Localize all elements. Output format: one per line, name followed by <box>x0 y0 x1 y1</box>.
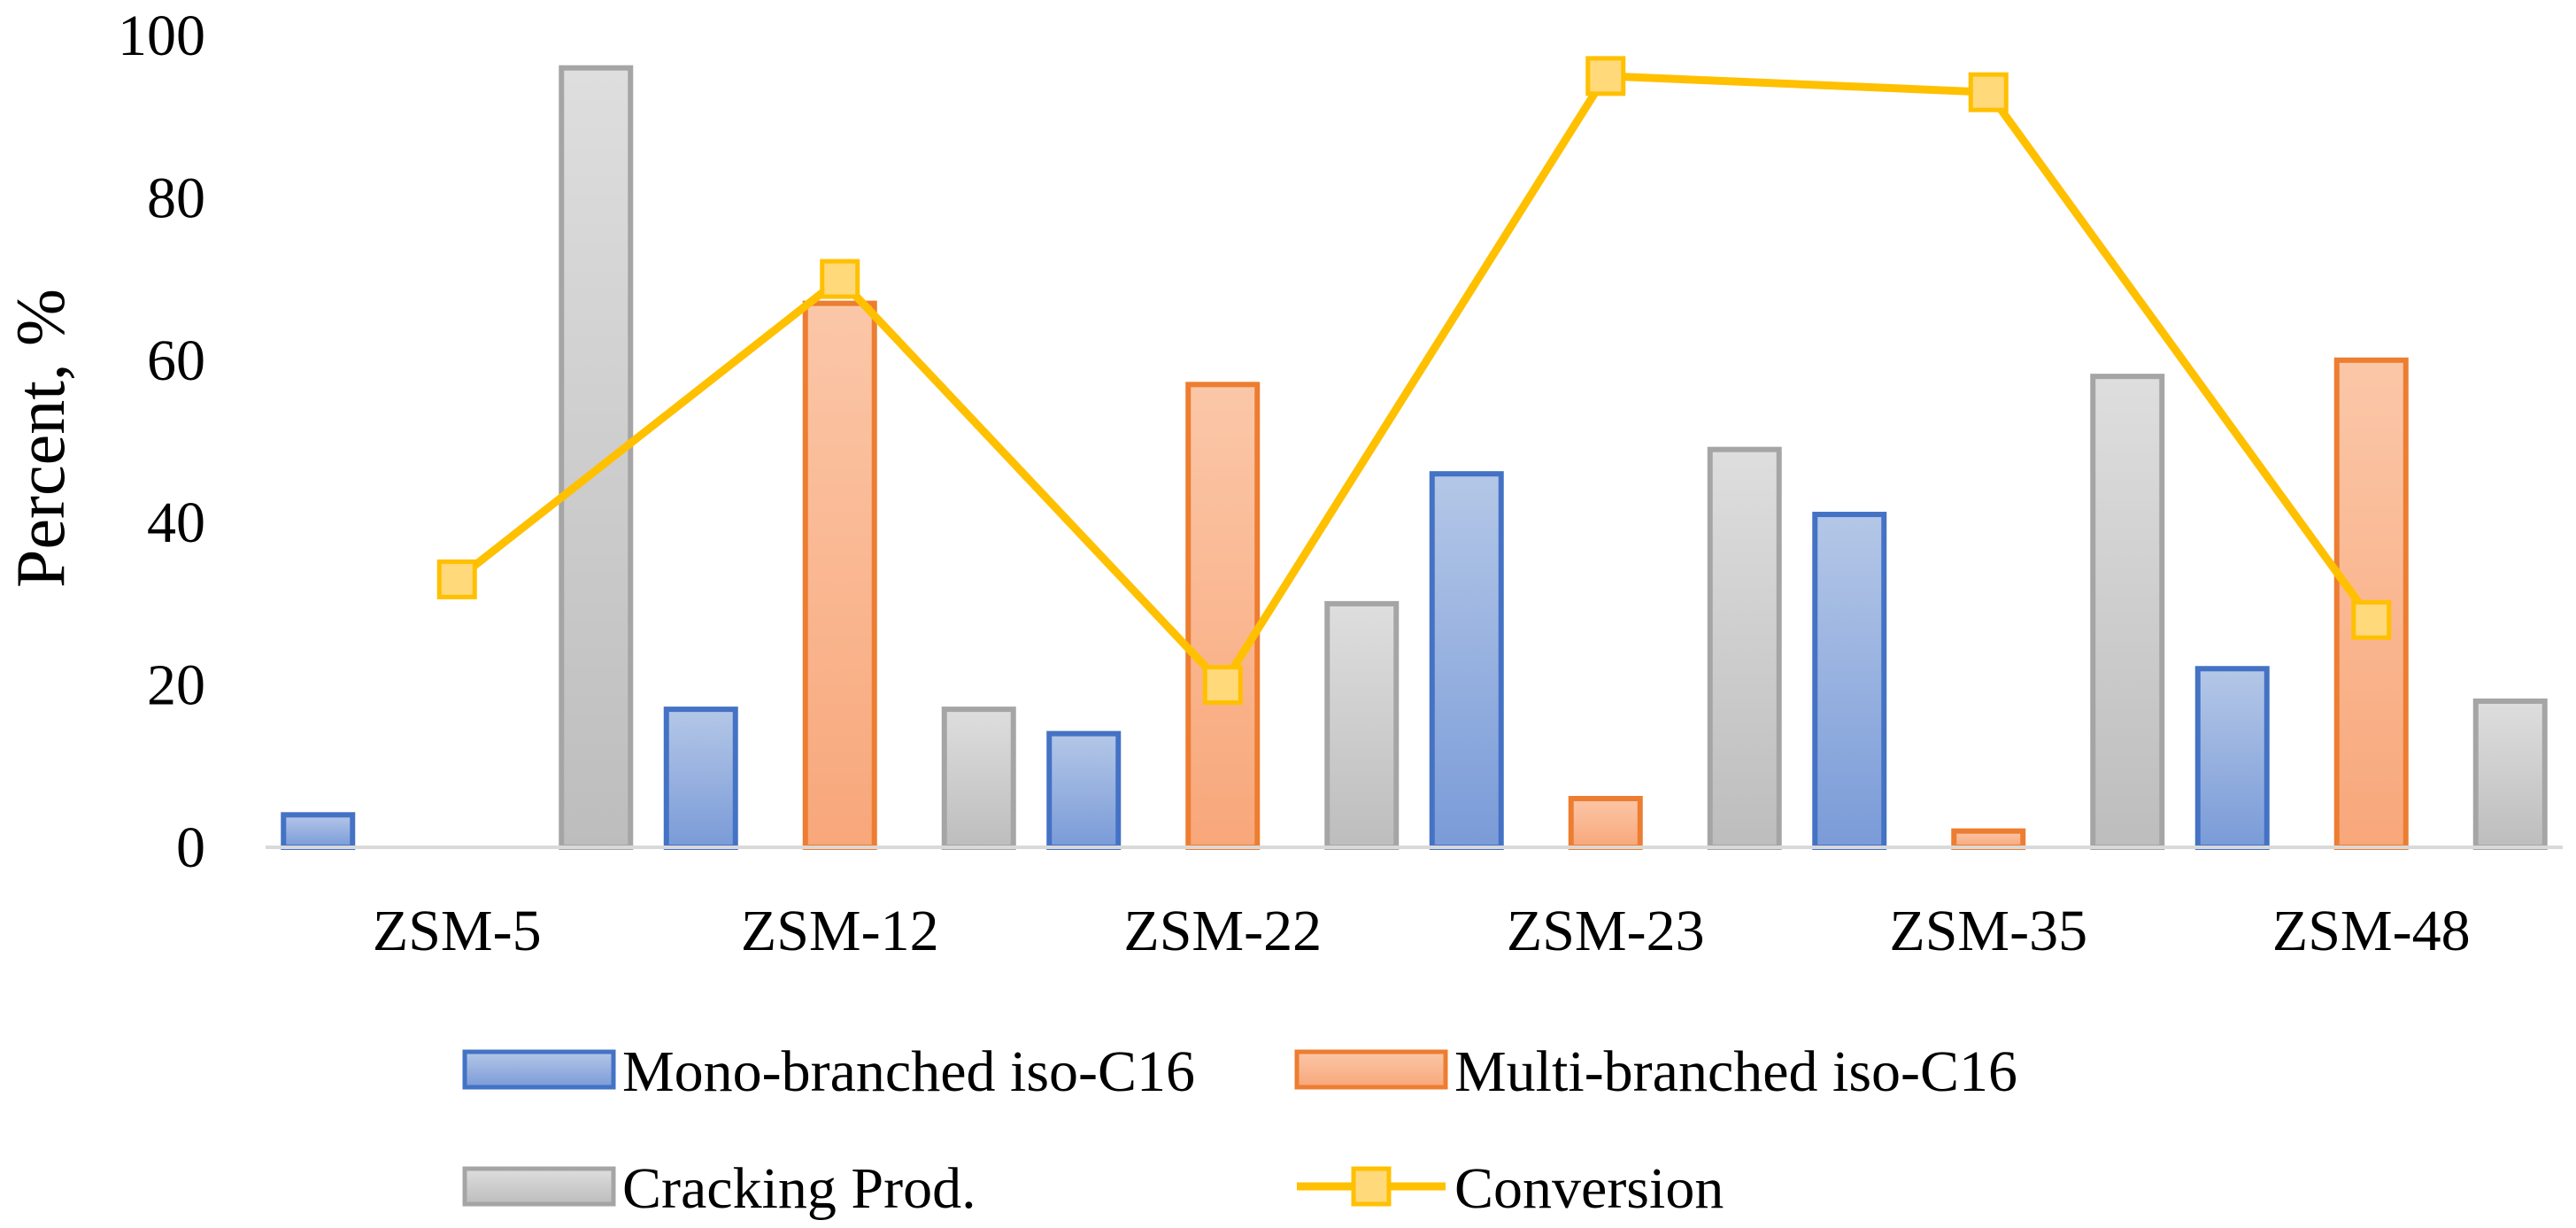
y-tick-label: 60 <box>147 328 205 393</box>
category-label: ZSM-35 <box>1889 899 2087 963</box>
legend: Mono-branched iso-C16 Multi-branched iso-… <box>462 1039 2017 1221</box>
conversion-marker <box>1585 56 1626 97</box>
bar-cracking-zsm-12 <box>941 707 1016 850</box>
conversion-marker <box>436 559 477 599</box>
bar-mono-zsm-22 <box>1046 730 1122 850</box>
bar-mono-zsm-12 <box>663 707 738 850</box>
legend-label-multi: Multi-branched iso-C16 <box>1454 1039 2017 1104</box>
category-label: ZSM-48 <box>2272 899 2471 963</box>
category-label: ZSM-23 <box>1507 899 1705 963</box>
legend-label-mono: Mono-branched iso-C16 <box>622 1039 1195 1104</box>
y-axis-ticks: 0 20 40 60 80 100 <box>118 4 205 880</box>
conversion-marker <box>2351 599 2392 640</box>
conversion-marker <box>1202 665 1243 706</box>
legend-swatch-cracking <box>462 1166 616 1207</box>
y-tick-label: 20 <box>147 653 205 718</box>
conversion-marker <box>820 259 860 299</box>
category-label: ZSM-12 <box>741 899 939 963</box>
legend-swatch-multi <box>1294 1049 1448 1090</box>
bar-mono-zsm-48 <box>2194 666 2270 851</box>
y-tick-label: 80 <box>147 166 205 230</box>
y-axis-title: Percent, % <box>2 289 79 588</box>
bar-cracking-zsm-35 <box>2090 374 2165 850</box>
bar-multi-zsm-12 <box>802 300 877 850</box>
bars <box>281 65 2548 851</box>
bar-mono-zsm-35 <box>1812 512 1887 851</box>
category-label: ZSM-5 <box>373 899 542 963</box>
category-labels: ZSM-5 ZSM-12 ZSM-22 ZSM-23 ZSM-35 ZSM-48 <box>373 899 2471 963</box>
legend-label-conversion: Conversion <box>1454 1156 1724 1221</box>
y-tick-label: 0 <box>176 815 205 880</box>
conversion-series <box>436 56 2392 706</box>
conversion-marker <box>1968 72 2009 112</box>
bar-multi-zsm-22 <box>1185 382 1261 850</box>
bar-mono-zsm-5 <box>281 812 356 851</box>
bar-cracking-zsm-48 <box>2472 698 2548 850</box>
legend-label-cracking: Cracking Prod. <box>622 1156 976 1221</box>
y-tick-label: 100 <box>118 4 205 68</box>
legend-swatch-marker <box>1351 1166 1392 1207</box>
category-label: ZSM-22 <box>1123 899 1322 963</box>
legend-swatch-mono <box>462 1049 616 1090</box>
bar-mono-zsm-23 <box>1429 471 1504 850</box>
bar-cracking-zsm-5 <box>559 65 634 851</box>
bar-cracking-zsm-23 <box>1707 446 1782 850</box>
conversion-line <box>454 72 2375 690</box>
y-tick-label: 40 <box>147 490 205 555</box>
bar-multi-zsm-23 <box>1568 795 1643 850</box>
bar-multi-zsm-35 <box>1951 828 2026 850</box>
bar-cracking-zsm-22 <box>1324 600 1400 851</box>
